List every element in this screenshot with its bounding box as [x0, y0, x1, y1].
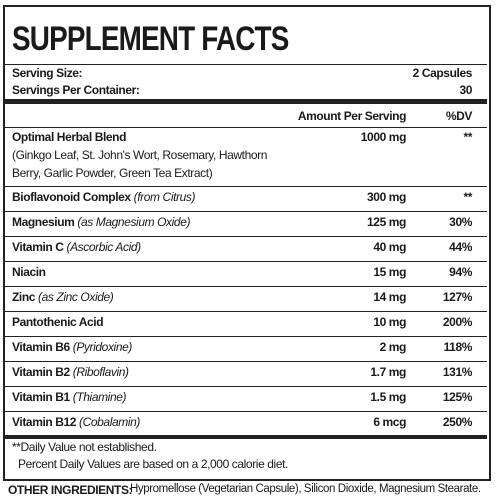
amount: 15 mg — [373, 265, 406, 279]
nutrient-label: Magnesium — [12, 215, 75, 229]
row-rule — [5, 360, 487, 362]
nutrient-label: Vitamin C — [12, 240, 64, 254]
nutrient-name: Zinc (as Zinc Oxide) — [12, 290, 114, 304]
nutrient-label: Vitamin B12 — [12, 415, 77, 429]
serving-value: 2 Capsules — [412, 66, 473, 80]
amount: 2 mg — [379, 340, 407, 354]
serving-label: Serving Size: — [12, 66, 83, 80]
row-rule — [5, 285, 487, 287]
thick-rule — [5, 99, 487, 104]
nutrient-label: Pantothenic Acid — [12, 315, 104, 329]
daily-value: 30% — [449, 215, 472, 229]
nutrient-note: (Riboflavin) — [72, 365, 129, 379]
nutrient-note: (Ascorbic Acid) — [66, 240, 141, 254]
nutrient-note: (Thiamine) — [72, 390, 127, 404]
nutrient-note: (Pyridoxine) — [72, 340, 133, 354]
amount: 125 mg — [367, 215, 406, 229]
nutrient-name: Vitamin C (Ascorbic Acid) — [12, 240, 141, 254]
daily-value: 94% — [449, 265, 472, 279]
nutrient-name: Bioflavonoid Complex (from Citrus) — [12, 190, 195, 204]
nutrient-note: (from Citrus) — [133, 190, 196, 204]
amount-header: Amount Per Serving — [297, 109, 407, 123]
footnote: **Daily Value not established. — [12, 440, 157, 454]
row-rule — [5, 385, 487, 387]
nutrient-note: (as Magnesium Oxide) — [77, 215, 191, 229]
nutrient-name: Pantothenic Acid — [12, 315, 104, 329]
amount: 1.7 mg — [370, 365, 406, 379]
nutrient-name: Magnesium (as Magnesium Oxide) — [12, 215, 190, 229]
daily-value: 118% — [443, 340, 473, 354]
nutrient-name: Niacin — [12, 265, 46, 279]
row-rule — [5, 310, 487, 312]
nutrient-name: Vitamin B1 (Thiamine) — [12, 390, 127, 404]
daily-value: 131% — [442, 365, 472, 379]
amount: 40 mg — [373, 240, 406, 254]
daily-value: 125% — [442, 390, 472, 404]
rule — [5, 64, 487, 65]
nutrient-name: Vitamin B6 (Pyridoxine) — [12, 340, 132, 354]
row-rule — [5, 235, 487, 237]
row-rule — [5, 210, 487, 212]
nutrient-label: Vitamin B1 — [12, 390, 70, 404]
amount: 6 mcg — [373, 415, 406, 429]
nutrient-label: Zinc — [12, 290, 36, 304]
amount: 14 mg — [373, 290, 406, 304]
daily-value: 44% — [449, 240, 472, 254]
daily-value: 250% — [442, 415, 472, 429]
amount: 1000 mg — [360, 130, 407, 144]
nutrient-note: (as Zinc Oxide) — [38, 290, 114, 304]
dv-header: %DV — [445, 109, 473, 123]
footnote: Percent Daily Values are based on a 2,00… — [18, 457, 288, 471]
nutrient-note: (Cobalamin) — [79, 415, 140, 429]
nutrient-detail: (Ginkgo Leaf, St. John's Wort, Rosemary,… — [12, 148, 268, 162]
nutrient-label: Optimal Herbal Blend — [12, 130, 127, 144]
other-text: Hypromellose (Vegetarian Capsule), Silic… — [130, 483, 481, 495]
nutrient-detail: Berry, Garlic Powder, Green Tea Extract) — [12, 166, 213, 180]
daily-value: ** — [463, 130, 472, 144]
daily-value: ** — [463, 190, 472, 204]
nutrient-label: Vitamin B6 — [12, 340, 70, 354]
nutrient-name: Optimal Herbal Blend — [12, 130, 126, 144]
facts-box — [3, 5, 491, 481]
other-label: OTHER INGREDIENTS: — [8, 483, 133, 497]
amount: 10 mg — [373, 315, 406, 329]
daily-value: 127% — [442, 290, 472, 304]
row-rule — [5, 260, 487, 262]
daily-value: 200% — [442, 315, 472, 329]
row-rule — [5, 335, 487, 337]
row-rule — [5, 410, 487, 412]
nutrient-name: Vitamin B2 (Riboflavin) — [12, 365, 129, 379]
serving-label: Servings Per Container: — [12, 83, 140, 97]
nutrient-label: Niacin — [12, 265, 46, 279]
serving-value: 30 — [459, 83, 472, 97]
thick-rule — [5, 435, 487, 439]
nutrient-label: Vitamin B2 — [12, 365, 70, 379]
title: SUPPLEMENT FACTS — [12, 20, 289, 58]
nutrient-label: Bioflavonoid Complex — [12, 190, 131, 204]
rule — [5, 127, 487, 128]
nutrient-name: Vitamin B12 (Cobalamin) — [12, 415, 140, 429]
row-rule — [5, 186, 487, 187]
amount: 1.5 mg — [370, 390, 406, 404]
amount: 300 mg — [367, 190, 406, 204]
